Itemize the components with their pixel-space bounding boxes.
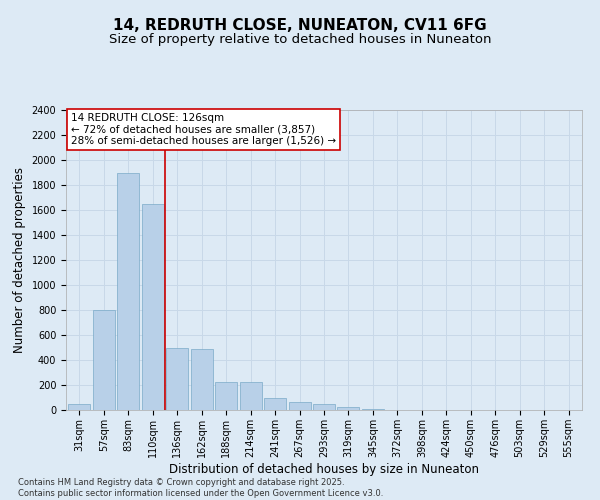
Bar: [289, 402, 311, 410]
Bar: [93, 310, 115, 410]
Text: 14 REDRUTH CLOSE: 126sqm
← 72% of detached houses are smaller (3,857)
28% of sem: 14 REDRUTH CLOSE: 126sqm ← 72% of detach…: [71, 113, 336, 146]
Bar: [68, 404, 91, 410]
Bar: [166, 348, 188, 410]
Bar: [264, 398, 286, 410]
Bar: [362, 409, 384, 410]
Y-axis label: Number of detached properties: Number of detached properties: [13, 167, 26, 353]
Bar: [337, 407, 359, 410]
X-axis label: Distribution of detached houses by size in Nuneaton: Distribution of detached houses by size …: [169, 462, 479, 475]
Bar: [239, 382, 262, 410]
Bar: [215, 382, 237, 410]
Text: Size of property relative to detached houses in Nuneaton: Size of property relative to detached ho…: [109, 32, 491, 46]
Bar: [118, 172, 139, 410]
Bar: [313, 404, 335, 410]
Text: 14, REDRUTH CLOSE, NUNEATON, CV11 6FG: 14, REDRUTH CLOSE, NUNEATON, CV11 6FG: [113, 18, 487, 32]
Bar: [191, 349, 213, 410]
Bar: [142, 204, 164, 410]
Text: Contains HM Land Registry data © Crown copyright and database right 2025.
Contai: Contains HM Land Registry data © Crown c…: [18, 478, 383, 498]
